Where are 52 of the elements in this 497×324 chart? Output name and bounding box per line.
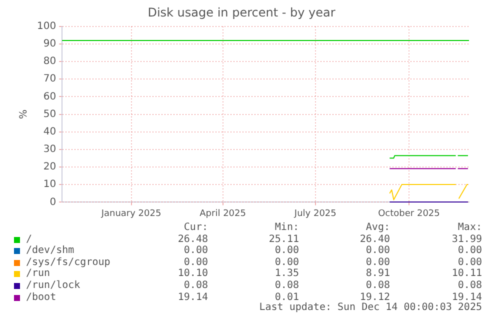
text: 10.10 <box>176 268 208 280</box>
text: 26.48 <box>176 234 208 245</box>
text: 26.40 <box>358 234 390 245</box>
x-tick-label: April 2025 <box>200 208 246 219</box>
text: 0.00 <box>182 245 208 256</box>
y-tick-label: 40 <box>43 126 56 138</box>
text: 0.00 <box>364 256 390 268</box>
text: 0.08 <box>456 280 482 291</box>
y-tick-label: 90 <box>43 38 56 50</box>
text: Min: <box>274 222 299 233</box>
text: 31.99 <box>450 234 482 245</box>
text: 0.00 <box>456 256 482 268</box>
text: 0.00 <box>274 245 299 256</box>
text: Avg: <box>364 222 390 233</box>
y-tick-label: 20 <box>43 162 56 173</box>
y-tick-label: 70 <box>43 74 56 85</box>
text: 0.08 <box>364 280 390 291</box>
text: 19.14 <box>452 292 482 303</box>
text: 0.00 <box>274 256 299 268</box>
text: 8.91 <box>364 268 390 280</box>
y-tick-label: 60 <box>43 91 56 102</box>
chart-title: Disk usage in percent - by year <box>148 5 336 20</box>
legend-label: /run <box>26 268 50 280</box>
legend-label: /run/lock <box>26 280 80 291</box>
legend-label: /dev/shm <box>26 245 74 256</box>
y-tick-label: 80 <box>43 56 56 68</box>
text: 0.00 <box>364 245 390 256</box>
text: 10.11 <box>450 268 482 280</box>
y-tick-label: 100 <box>36 20 56 32</box>
text: 19.12 <box>358 292 390 303</box>
text: 0.00 <box>182 256 208 268</box>
y-axis-title: % <box>18 110 30 120</box>
x-tick-label: January 2025 <box>100 208 162 219</box>
y-tick-label: 50 <box>43 108 56 120</box>
y-tick-label: 0 <box>50 196 56 208</box>
x-tick-label: October 2025 <box>378 208 440 219</box>
text: Last update: Sun Dec 14 00:00:03 2025 <box>259 302 482 313</box>
text: 25.11 <box>268 234 299 245</box>
text: 1.35 <box>274 268 299 280</box>
y-tick-label: 30 <box>43 144 56 156</box>
text: 0.00 <box>456 245 482 256</box>
text: 0.08 <box>274 280 299 291</box>
text: 0.08 <box>182 280 208 291</box>
text: 19.14 <box>176 292 208 303</box>
legend-label: /sys/fs/cgroup <box>26 256 110 268</box>
text: 0.01 <box>274 292 299 303</box>
text: Cur: <box>182 222 208 233</box>
y-tick-label: 10 <box>43 179 56 190</box>
x-tick-label: July 2025 <box>293 208 336 219</box>
legend-label: /boot <box>26 292 56 303</box>
text: Max: <box>456 222 482 233</box>
legend-label: / <box>26 234 32 245</box>
